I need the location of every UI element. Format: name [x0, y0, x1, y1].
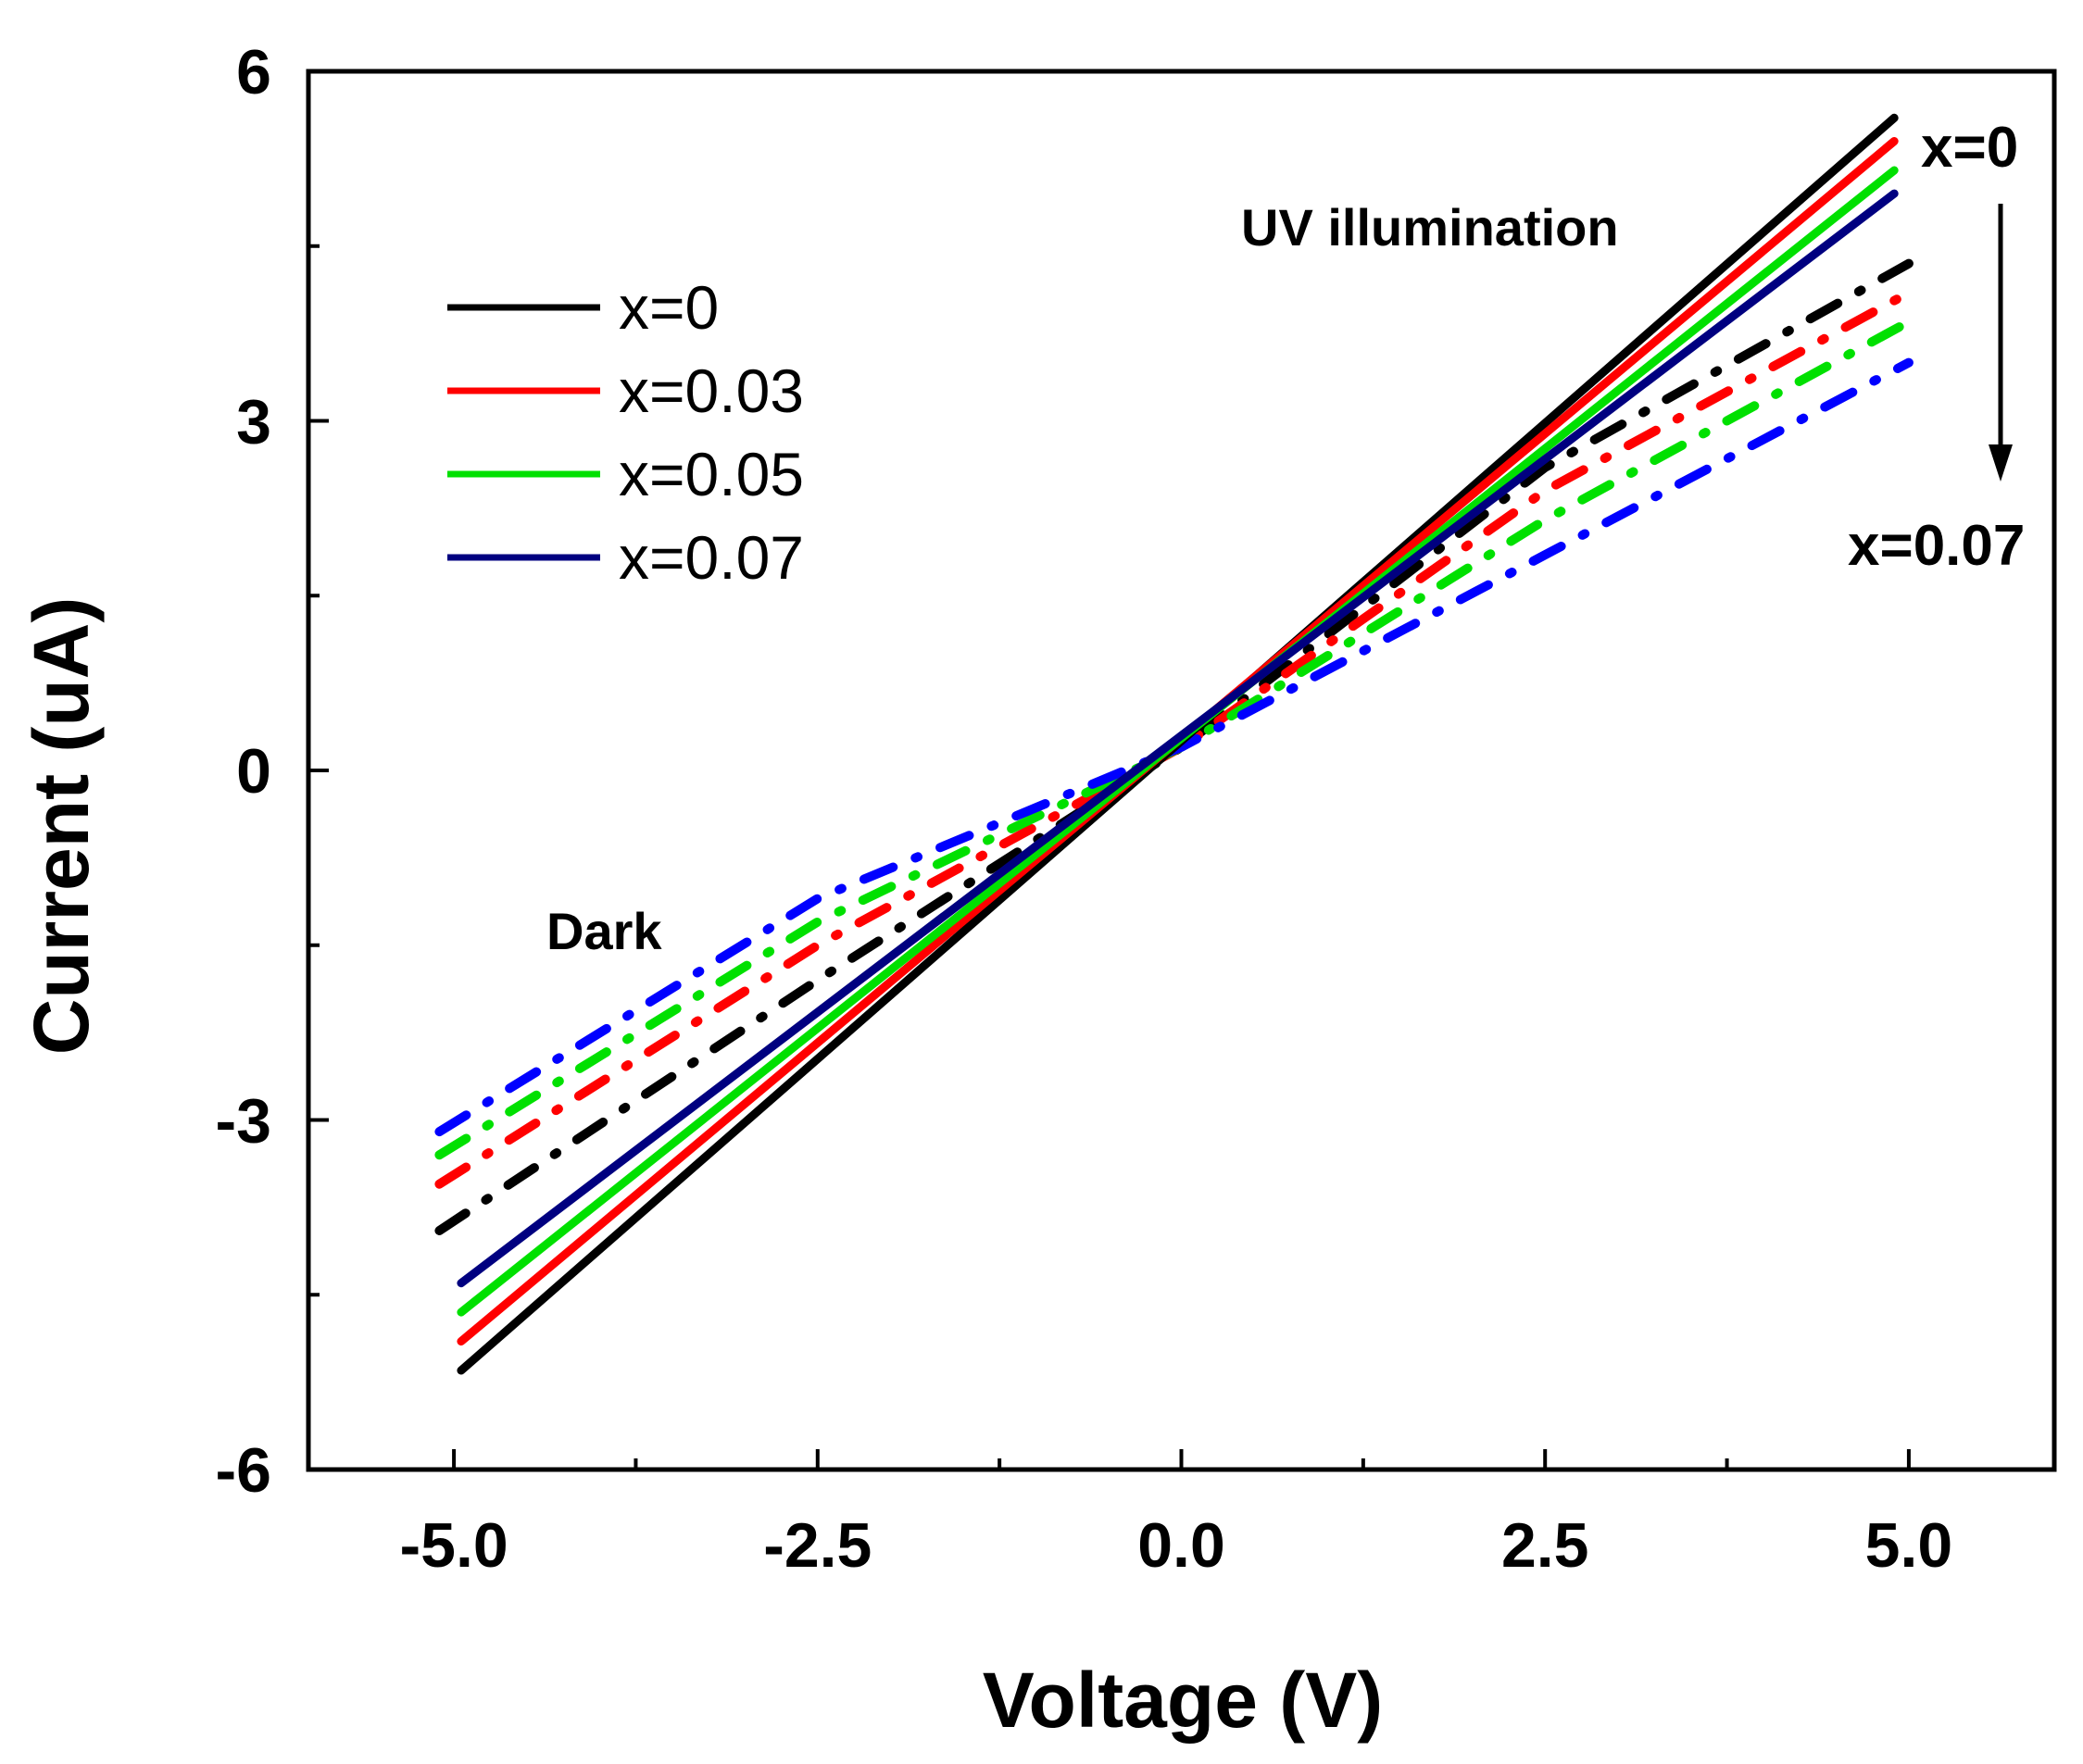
x-tick-label: 0.0 [1137, 1510, 1225, 1581]
legend-label: x=0 [619, 273, 719, 342]
y-axis-title: Current (uA) [18, 597, 105, 1056]
arrow-label-top: x=0 [1921, 116, 2018, 180]
trend-arrow-head [1989, 444, 2013, 482]
y-tick-label: 3 [236, 387, 271, 457]
y-tick-label: 0 [236, 736, 271, 807]
series-line-dark-1 [434, 288, 1914, 1189]
annotations: UV illumination Dark x=0 x=0.07 [546, 116, 2025, 960]
annotation-uv-illumination: UV illumination [1241, 198, 1619, 256]
legend: x=0 x=0.03 x=0.05 x=0.07 [447, 273, 804, 592]
y-tick-label: 6 [236, 37, 271, 107]
arrow-label-bottom: x=0.07 [1848, 514, 2025, 578]
legend-label: x=0.05 [619, 440, 804, 508]
x-tick-label: 5.0 [1865, 1510, 1953, 1581]
series-line-dark-3 [434, 357, 1914, 1137]
y-tick-label: -3 [216, 1086, 271, 1157]
x-tick-label: 2.5 [1501, 1510, 1589, 1581]
x-tick-label: -2.5 [763, 1510, 872, 1581]
x-tick-label: -5.0 [399, 1510, 508, 1581]
legend-label: x=0.03 [619, 357, 804, 425]
legend-label: x=0.07 [619, 523, 804, 592]
x-axis-title: Voltage (V) [983, 1657, 1383, 1744]
series-line-uv-3 [457, 189, 1899, 1288]
annotation-dark: Dark [546, 902, 662, 960]
series-layer [434, 113, 1914, 1375]
ticks-layer: -5.0 -2.5 0.0 2.5 5.0 -6 -3 0 3 6 [216, 37, 1953, 1581]
y-tick-label: -6 [216, 1435, 271, 1506]
